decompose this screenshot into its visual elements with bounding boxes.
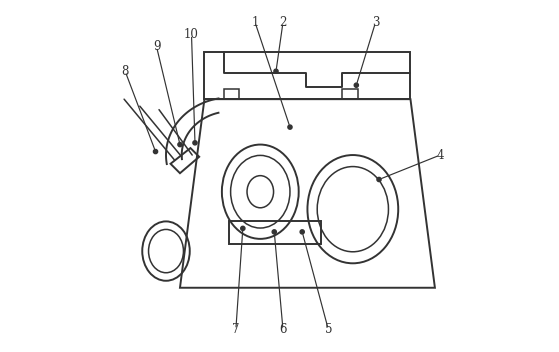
Bar — [229, 221, 321, 244]
Text: 4: 4 — [437, 149, 444, 162]
Text: 7: 7 — [232, 323, 240, 336]
Circle shape — [300, 230, 304, 234]
Circle shape — [288, 125, 292, 129]
Circle shape — [178, 143, 182, 147]
Text: 5: 5 — [325, 323, 332, 336]
Circle shape — [377, 177, 381, 182]
Text: 10: 10 — [184, 28, 199, 41]
Circle shape — [241, 226, 245, 231]
Text: 8: 8 — [121, 65, 129, 78]
Text: 2: 2 — [280, 16, 287, 29]
Bar — [224, 89, 239, 99]
Text: 1: 1 — [252, 16, 259, 29]
Bar — [342, 89, 358, 99]
Circle shape — [193, 141, 197, 145]
Circle shape — [274, 69, 278, 73]
Text: 3: 3 — [372, 16, 380, 29]
Circle shape — [354, 83, 358, 87]
Circle shape — [153, 150, 158, 154]
Text: 9: 9 — [153, 40, 160, 53]
Circle shape — [272, 230, 276, 234]
Text: 6: 6 — [280, 323, 287, 336]
